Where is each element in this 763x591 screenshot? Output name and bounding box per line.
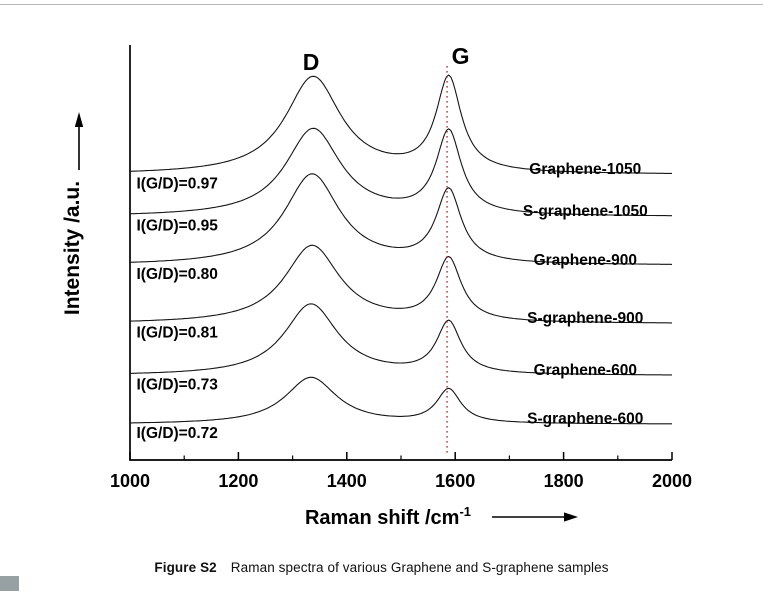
x-tick-label: 1800 <box>544 471 584 491</box>
x-tick-label: 2000 <box>652 471 692 491</box>
figure-caption-text: Raman spectra of various Graphene and S-… <box>230 560 609 575</box>
page-edge-line <box>0 4 763 5</box>
spectrum-curve-graphene-900 <box>129 173 673 265</box>
igd-ratio-label: I(G/D)=0.80 <box>137 266 218 283</box>
series-name-label: S-graphene-600 <box>527 411 643 428</box>
igd-ratio-label: I(G/D)=0.95 <box>137 217 219 234</box>
spectrum-curve-graphene-1050 <box>129 74 672 174</box>
raman-spectra-chart: 1000 1200 1400 1600 1800 2000 I(G/D)=0.97 Graph… <box>61 43 692 529</box>
x-tick-label: 1400 <box>327 471 367 491</box>
spectrum-curve-s-graphene-600 <box>130 376 672 425</box>
igd-ratio-label: I(G/D)=0.81 <box>137 324 219 341</box>
igd-ratio-label: I(G/D)=0.97 <box>137 175 218 192</box>
y-axis-label: Intensity /a.u. <box>61 181 84 315</box>
x-tick-label: 1200 <box>218 471 258 491</box>
figure-caption: Figure S2 Raman spectra of various Graphe… <box>0 560 763 575</box>
x-axis-arrowhead-icon <box>564 512 578 522</box>
x-axis-label: Raman shift /cm-1 <box>305 504 471 529</box>
page-edge-corner <box>0 576 19 591</box>
igd-ratio-label: I(G/D)=0.73 <box>137 376 219 393</box>
y-axis-arrowhead-icon <box>74 112 84 127</box>
x-tick-label: 1000 <box>110 471 150 491</box>
series-name-label: S-graphene-900 <box>527 310 643 327</box>
x-tick-label: 1600 <box>435 471 475 491</box>
peak-label-D: D <box>303 49 320 75</box>
series-name-label: Graphene-600 <box>534 362 637 379</box>
spectrum-curve-graphene-600 <box>129 303 672 376</box>
series-name-label: Graphene-1050 <box>529 161 641 178</box>
spectrum-curve-s-graphene-1050 <box>129 127 672 217</box>
spectrum-curve-s-graphene-900 <box>130 244 672 324</box>
series-name-label: Graphene-900 <box>534 252 637 269</box>
peak-label-G: G <box>452 43 470 69</box>
figure-caption-label: Figure S2 <box>154 560 217 575</box>
series-name-label: S-graphene-1050 <box>523 203 648 220</box>
igd-ratio-label: I(G/D)=0.72 <box>137 425 218 442</box>
